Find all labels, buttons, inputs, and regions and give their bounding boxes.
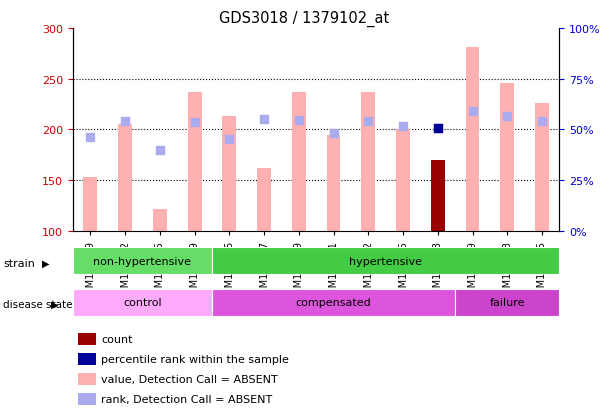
Point bbox=[120, 119, 130, 125]
Text: disease state: disease state bbox=[3, 299, 72, 309]
Bar bbox=[257, 169, 271, 231]
Text: non-hypertensive: non-hypertensive bbox=[94, 256, 192, 266]
Text: value, Detection Call = ABSENT: value, Detection Call = ABSENT bbox=[102, 374, 278, 384]
Bar bbox=[466, 48, 480, 231]
Bar bbox=[78, 373, 96, 385]
Point bbox=[190, 120, 199, 126]
Text: ▶: ▶ bbox=[51, 299, 58, 309]
Text: control: control bbox=[123, 297, 162, 308]
Point bbox=[502, 114, 512, 120]
Text: strain: strain bbox=[3, 258, 35, 268]
Bar bbox=[431, 161, 444, 231]
Bar bbox=[361, 93, 375, 231]
Point bbox=[398, 124, 408, 131]
Point bbox=[433, 126, 443, 133]
Point bbox=[468, 109, 477, 115]
Bar bbox=[396, 130, 410, 231]
Bar bbox=[83, 178, 97, 231]
Bar bbox=[78, 393, 96, 405]
Point bbox=[537, 119, 547, 125]
Text: percentile rank within the sample: percentile rank within the sample bbox=[102, 354, 289, 364]
Bar bbox=[73, 248, 212, 275]
Point bbox=[86, 134, 95, 140]
Bar bbox=[118, 125, 132, 231]
Text: failure: failure bbox=[489, 297, 525, 308]
Text: ▶: ▶ bbox=[43, 258, 50, 268]
Bar bbox=[326, 136, 340, 231]
Bar bbox=[78, 333, 96, 345]
Text: count: count bbox=[102, 334, 133, 344]
Bar bbox=[500, 83, 514, 231]
Text: compensated: compensated bbox=[295, 297, 371, 308]
Bar bbox=[455, 289, 559, 316]
Point bbox=[155, 147, 165, 154]
Point bbox=[294, 118, 303, 124]
Text: GDS3018 / 1379102_at: GDS3018 / 1379102_at bbox=[219, 10, 389, 26]
Point bbox=[329, 131, 339, 138]
Bar bbox=[223, 117, 237, 231]
Bar bbox=[78, 353, 96, 366]
Bar bbox=[212, 289, 455, 316]
Bar bbox=[535, 104, 549, 231]
Text: hypertensive: hypertensive bbox=[349, 256, 422, 266]
Bar bbox=[153, 209, 167, 231]
Bar bbox=[431, 161, 444, 231]
Bar bbox=[212, 248, 559, 275]
Bar bbox=[73, 289, 212, 316]
Text: rank, Detection Call = ABSENT: rank, Detection Call = ABSENT bbox=[102, 394, 272, 404]
Point bbox=[364, 119, 373, 125]
Bar bbox=[188, 93, 201, 231]
Point bbox=[259, 116, 269, 123]
Point bbox=[433, 126, 443, 133]
Point bbox=[224, 136, 234, 142]
Bar bbox=[292, 93, 306, 231]
